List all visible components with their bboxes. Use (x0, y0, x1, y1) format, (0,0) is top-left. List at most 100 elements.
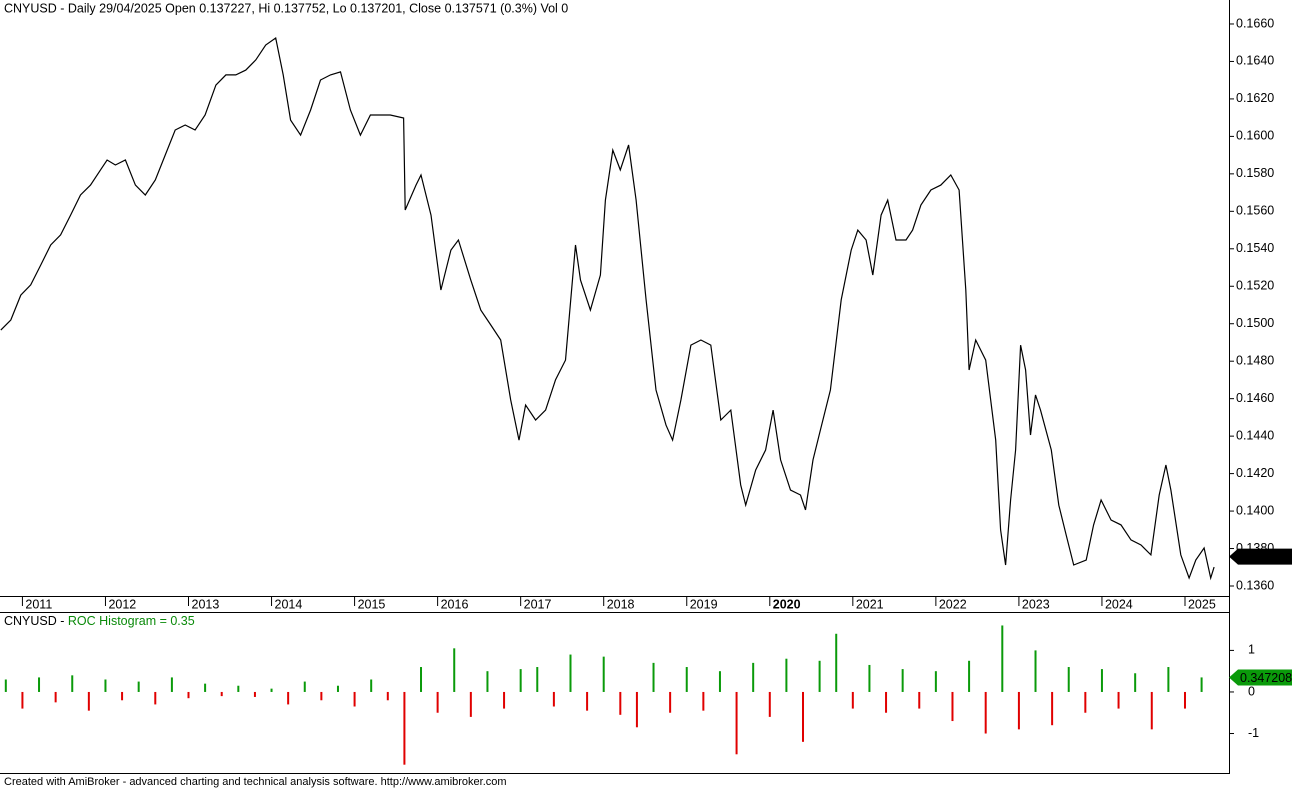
roc-bar (336, 685, 339, 692)
roc-bar (1017, 691, 1020, 730)
roc-bar (104, 679, 107, 692)
y-tick-label: 0.1580 (1236, 166, 1274, 180)
roc-bar (320, 691, 323, 701)
roc-bar (187, 691, 190, 699)
price-line (0, 36, 1215, 581)
roc-bar (619, 691, 622, 715)
roc-bar (718, 671, 721, 692)
x-tick-label: 2016 (441, 597, 469, 611)
x-tick-label: 2023 (1022, 597, 1050, 611)
y-tick-label: 0.1500 (1236, 316, 1274, 330)
y-tick-label: 0 (1248, 684, 1255, 698)
x-tick-label: 2017 (524, 597, 552, 611)
y-tick-label: 0.1600 (1236, 129, 1274, 143)
roc-bar (1117, 691, 1120, 709)
x-tick-label: 2019 (690, 597, 718, 611)
roc-bar (552, 691, 555, 707)
roc-bar (702, 691, 705, 711)
roc-bar (968, 660, 971, 692)
roc-bar (652, 662, 655, 692)
roc-bar (519, 669, 522, 692)
x-tick-label: 2022 (939, 597, 967, 611)
roc-bar (87, 691, 90, 711)
x-tick-label: 2024 (1105, 597, 1133, 611)
y-tick-label: 0.1360 (1236, 578, 1274, 592)
y-tick-label: 0.1520 (1236, 279, 1274, 293)
roc-bar (370, 679, 373, 692)
roc-bar (1067, 667, 1070, 692)
chart-title: CNYUSD - Daily 29/04/2025 Open 0.137227,… (4, 1, 568, 15)
roc-bar (851, 691, 854, 709)
y-tick-label: 0.1620 (1236, 91, 1274, 105)
y-tick-label: 0.1560 (1236, 204, 1274, 218)
roc-bar (121, 691, 124, 701)
roc-bar (818, 660, 821, 692)
roc-bar (602, 656, 605, 692)
roc-bar (287, 691, 290, 705)
roc-bar (934, 671, 937, 692)
roc-bar (669, 691, 672, 713)
x-tick-label: 2012 (108, 597, 136, 611)
indicator-name: ROC Histogram = 0.35 (68, 614, 195, 628)
roc-bar (1100, 669, 1103, 692)
roc-bar (1150, 691, 1153, 730)
roc-bar (951, 691, 954, 722)
roc-bar (984, 691, 987, 734)
roc-bar (469, 691, 472, 717)
roc-bar (353, 691, 356, 707)
roc-bar (1200, 677, 1203, 692)
roc-bar (768, 691, 771, 717)
roc-bar (569, 654, 572, 692)
x-tick-label: 2015 (358, 597, 386, 611)
roc-bar (1183, 691, 1186, 709)
roc-bar (303, 681, 306, 692)
y-tick-label: -1 (1248, 726, 1259, 740)
roc-bar (170, 677, 173, 692)
roc-bar (1167, 667, 1170, 692)
roc-bar (237, 685, 240, 692)
roc-bar (486, 671, 489, 692)
roc-bar (868, 664, 871, 692)
roc-bar (752, 662, 755, 692)
last-value-label: 0.347208 (1240, 671, 1292, 685)
roc-bar (137, 681, 140, 692)
roc-bar (4, 679, 7, 692)
roc-bar (586, 691, 589, 711)
roc-bar (386, 691, 389, 701)
roc-bar (802, 691, 805, 742)
roc-bar (901, 669, 904, 692)
roc-bar (204, 683, 207, 692)
last-value-box (1229, 669, 1292, 686)
roc-bar (885, 691, 888, 713)
y-tick-label: 0.1400 (1236, 503, 1274, 517)
last-value-label: 0.137571 (1240, 550, 1292, 564)
roc-bar (38, 677, 41, 692)
y-tick-label: 0.1540 (1236, 241, 1274, 255)
x-tick-label: 2025 (1188, 597, 1216, 611)
y-tick-label: 0.1460 (1236, 391, 1274, 405)
roc-bar (735, 691, 738, 755)
roc-bar (1051, 691, 1054, 726)
y-tick-label: 0.1640 (1236, 54, 1274, 68)
roc-bar (253, 691, 256, 697)
roc-bar (536, 667, 539, 692)
roc-bar (420, 667, 423, 692)
x-tick-label: 2013 (192, 597, 220, 611)
x-tick-label: 2020 (773, 597, 801, 611)
roc-bar (685, 667, 688, 692)
last-value-box (1229, 548, 1292, 565)
roc-bar (403, 691, 406, 765)
roc-bar (785, 658, 788, 692)
y-tick-label: 0.1440 (1236, 428, 1274, 442)
y-tick-label: 0.1660 (1236, 16, 1274, 30)
roc-bar (1134, 673, 1137, 692)
roc-bar (54, 691, 57, 703)
roc-bar (220, 691, 223, 697)
roc-bar (835, 633, 838, 692)
roc-bar (918, 691, 921, 709)
roc-bar (71, 675, 74, 692)
y-tick-label: 0.1420 (1236, 466, 1274, 480)
x-tick-label: 2018 (607, 597, 635, 611)
x-tick-label: 2021 (856, 597, 884, 611)
